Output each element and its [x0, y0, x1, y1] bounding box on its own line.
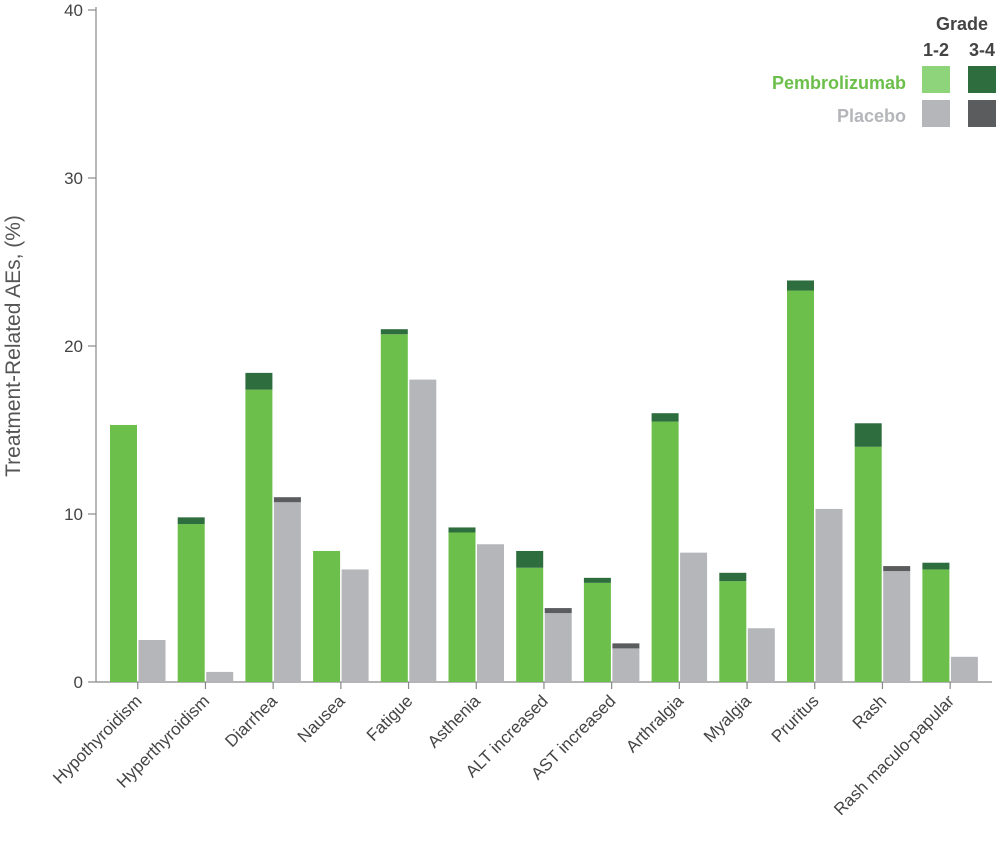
bar-pembrolizumab-grade34-12	[854, 423, 882, 447]
bar-pembrolizumab-grade12-12	[854, 446, 882, 682]
y-tick-label: 0	[74, 673, 83, 692]
bar-pembrolizumab-grade34-13	[922, 562, 950, 570]
category-label: Asthenia	[424, 691, 485, 752]
bar-placebo-grade12-8	[612, 648, 640, 682]
bar-pembrolizumab-grade34-3	[245, 372, 273, 390]
bar-placebo-grade12-6	[477, 544, 504, 682]
bar-pembrolizumab-grade12-6	[448, 532, 476, 682]
bar-pembrolizumab-grade34-5	[380, 329, 408, 335]
bar-pembrolizumab-grade34-10	[719, 572, 747, 582]
category-label: Arthralgia	[622, 691, 687, 756]
y-tick-label: 10	[64, 505, 83, 524]
bar-pembrolizumab-grade12-4	[313, 550, 341, 682]
bar-pembrolizumab-grade34-6	[448, 527, 476, 533]
bar-placebo-grade12-10	[747, 628, 775, 682]
legend-swatch-pembrolizumab-grade34	[968, 66, 996, 93]
bar-pembrolizumab-grade12-9	[651, 421, 679, 682]
bar-placebo-grade12-2	[206, 671, 234, 682]
bar-placebo-grade34-8	[612, 643, 640, 649]
legend-label-placebo: Placebo	[837, 106, 906, 126]
legend-swatch-placebo-grade12	[922, 100, 950, 127]
bar-placebo-grade34-12	[883, 566, 911, 572]
bar-pembrolizumab-grade12-1	[110, 424, 137, 682]
bar-placebo-grade12-1	[138, 640, 166, 682]
bar-pembrolizumab-grade12-8	[583, 582, 611, 682]
bar-pembrolizumab-grade34-8	[583, 577, 611, 583]
bar-pembrolizumab-grade12-3	[245, 389, 273, 682]
bar-placebo-grade12-4	[341, 569, 369, 682]
category-label: Rash maculo-papular	[830, 691, 958, 819]
legend-column-grade12: 1-2	[923, 40, 949, 60]
bar-pembrolizumab-grade34-7	[516, 550, 544, 568]
bars	[110, 280, 978, 682]
bar-pembrolizumab-grade34-2	[177, 517, 205, 525]
category-label: Fatigue	[363, 691, 417, 745]
bar-pembrolizumab-grade12-10	[719, 581, 747, 682]
category-label: Myalgia	[700, 691, 755, 746]
bar-placebo-grade12-9	[680, 552, 708, 682]
axes: 0 10 20 30 40	[64, 1, 992, 692]
y-tick-label: 20	[64, 337, 83, 356]
bar-placebo-grade34-3	[273, 497, 301, 503]
category-label: Pruritus	[768, 691, 823, 746]
y-tick-label: 40	[64, 1, 83, 20]
bar-placebo-grade12-3	[273, 502, 301, 682]
bar-placebo-grade12-13	[950, 656, 978, 682]
bar-pembrolizumab-grade12-5	[380, 334, 408, 682]
bar-pembrolizumab-grade34-11	[787, 280, 814, 291]
bar-placebo-grade12-11	[815, 508, 843, 682]
legend-swatch-placebo-grade34	[968, 100, 996, 127]
y-axis-label: Treatment-Related AEs, (%)	[2, 215, 25, 477]
bar-placebo-grade12-12	[883, 571, 911, 682]
category-label: Nausea	[294, 691, 349, 746]
legend-swatch-pembrolizumab-grade12	[922, 66, 950, 93]
bar-pembrolizumab-grade12-13	[922, 569, 950, 682]
legend-title: Grade	[936, 14, 988, 34]
bar-pembrolizumab-grade34-9	[651, 413, 679, 422]
bar-placebo-grade34-7	[544, 608, 572, 614]
legend-column-grade34: 3-4	[969, 40, 995, 60]
y-tick-label: 30	[64, 169, 83, 188]
legend: Grade 1-2 3-4 Pembrolizumab Placebo	[772, 14, 996, 127]
category-label: Rash	[849, 691, 890, 732]
legend-label-pembrolizumab: Pembrolizumab	[772, 73, 906, 93]
bar-placebo-grade12-5	[409, 379, 437, 682]
bar-pembrolizumab-grade12-2	[177, 524, 205, 682]
bar-pembrolizumab-grade12-11	[787, 290, 814, 682]
bar-pembrolizumab-grade12-7	[516, 567, 544, 682]
bar-placebo-grade12-7	[544, 613, 572, 682]
category-label: Diarrhea	[221, 691, 281, 751]
